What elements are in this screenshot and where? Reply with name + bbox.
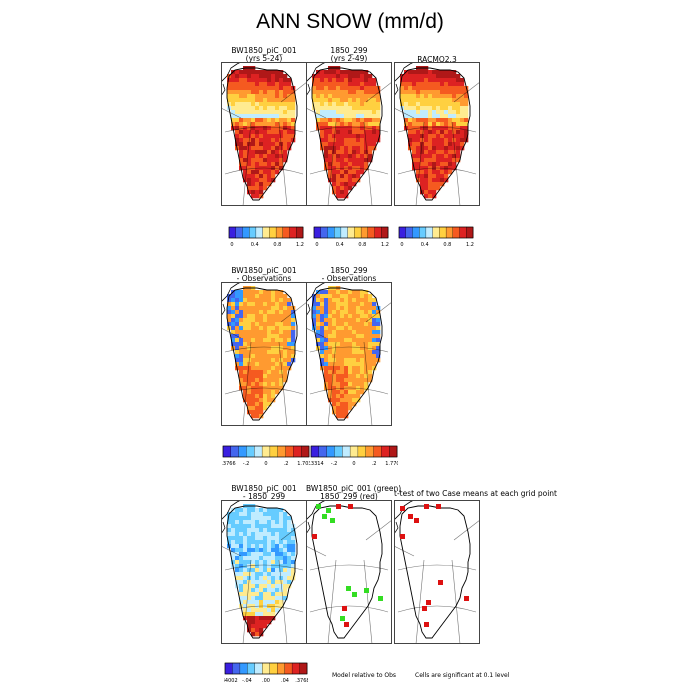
panel-title-r1c1: BW1850_piC_001 (yrs 5-24) [231, 46, 297, 63]
map-panel-r2c1 [221, 282, 307, 426]
colorbar-tick-label: 1.2 [381, 242, 389, 248]
map-svg [394, 500, 480, 644]
colorbar-tick-label: 0 [315, 242, 318, 248]
colorbar-r3c1: -.34002 -.04 .00 .04 .37682 [218, 662, 313, 693]
note-model-relative: Model relative to Obs [332, 672, 397, 679]
colorbar-tick-label: 1.7037 [297, 461, 310, 467]
colorbar-r1c3: 0 0.4 0.8 1.2 [398, 226, 474, 257]
page-title: ANN SNOW (mm/d) [256, 10, 444, 33]
colorbar-tick-label: -.2 [243, 461, 250, 467]
map-svg [306, 500, 392, 644]
colorbar-tick-label: -.34002 [224, 678, 238, 684]
colorbar-r2c2: -7.3314 -.2 0 .2 1.7705 [304, 445, 403, 476]
panel-title-r1c3: RACMO2.3 [417, 55, 457, 64]
map-svg [394, 62, 480, 206]
colorbar-r1c2: 0 0.4 0.8 1.2 [313, 226, 389, 257]
colorbar-r1c1: 0 0.4 0.8 1.2 [228, 226, 304, 257]
colorbar-tick-label: .00 [262, 678, 270, 684]
colorbar-tick-label: 0 [230, 242, 233, 248]
map-panel-r1c2 [306, 62, 392, 206]
colorbar-tick-label: 0.8 [273, 242, 281, 248]
colorbar-tick-label: 0 [400, 242, 403, 248]
map-svg [306, 62, 392, 206]
colorbar-tick-label: 0.4 [336, 242, 344, 248]
map-panel-r3c1 [221, 500, 307, 644]
map-panel-r1c1 [221, 62, 307, 206]
colorbar-tick-label: 1.2 [296, 242, 304, 248]
panel-title-r2c2: 1850_299- Observations [321, 266, 377, 283]
colorbar-tick-label: .2 [372, 461, 377, 467]
map-panel-r3c3 [394, 500, 480, 644]
colorbar-tick-label: 0.4 [251, 242, 259, 248]
map-svg [221, 282, 307, 426]
map-panel-r2c2 [306, 282, 392, 426]
panel-title-r3c1: BW1850_piC_001- 1850_299 [231, 484, 297, 501]
colorbar-tick-label: 0.8 [443, 242, 451, 248]
panel-title-r3c3: t-test of two Case means at each grid po… [394, 489, 557, 498]
map-svg [306, 282, 392, 426]
note-significance: Cells are significant at 0.1 level [415, 672, 510, 679]
colorbar-tick-label: .2 [284, 461, 289, 467]
panel-title-r3c2: BW1850_piC_001 (green) 1850_299 (red) [306, 484, 402, 501]
colorbar-tick-label: -.04 [242, 678, 252, 684]
map-svg [221, 500, 307, 644]
colorbar-tick-label: .37682 [295, 678, 308, 684]
colorbar-tick-label: 1.7705 [385, 461, 398, 467]
colorbar-tick-label: .04 [281, 678, 289, 684]
panel-title-r1c2: 1850_299 (yrs 2-49) [330, 46, 368, 63]
colorbar-tick-label: 0 [352, 461, 355, 467]
colorbar-tick-label: 0 [264, 461, 267, 467]
colorbar-tick-label: 1.2 [466, 242, 474, 248]
map-panel-r3c2 [306, 500, 392, 644]
colorbar-tick-label: -7.3314 [310, 461, 324, 467]
colorbar-r2c1: -7.3766 -.2 0 .2 1.7037 [216, 445, 315, 476]
map-svg [221, 62, 307, 206]
colorbar-tick-label: 0.4 [421, 242, 429, 248]
panel-title-r2c1: BW1850_piC_001- Observations [231, 266, 297, 283]
map-panel-r1c3 [394, 62, 480, 206]
colorbar-tick-label: 0.8 [358, 242, 366, 248]
colorbar-tick-label: -.2 [331, 461, 338, 467]
colorbar-tick-label: -7.3766 [222, 461, 236, 467]
